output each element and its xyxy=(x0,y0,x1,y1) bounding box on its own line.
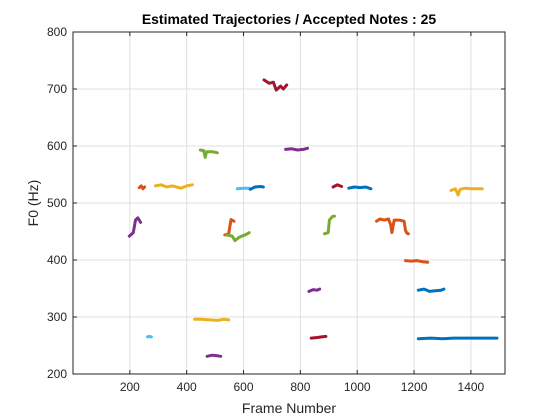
y-tick-label: 600 xyxy=(47,139,67,153)
trajectory-19 xyxy=(375,217,410,236)
y-tick-label: 400 xyxy=(47,253,67,267)
y-axis-label: F0 (Hz) xyxy=(25,180,41,227)
y-tick-label: 300 xyxy=(47,310,67,324)
trajectory-15 xyxy=(309,334,328,340)
chart-title: Estimated Trajectories / Accepted Notes … xyxy=(142,11,437,27)
trajectory-4 xyxy=(153,183,194,190)
y-tick-label: 500 xyxy=(47,196,67,210)
y-tick-label: 200 xyxy=(47,367,67,381)
series-layer xyxy=(127,78,499,358)
trajectory-23 xyxy=(449,186,484,197)
trajectory-17 xyxy=(331,183,344,189)
trajectory-7 xyxy=(198,148,219,159)
trajectory-20 xyxy=(404,259,430,264)
trajectory-13 xyxy=(284,146,309,152)
trajectory-18 xyxy=(347,185,373,191)
trajectory-2 xyxy=(137,184,147,191)
trajectory-21 xyxy=(416,287,446,293)
y-tick-label: 700 xyxy=(47,82,67,96)
tick-labels: 200 400 600 800 1000 1200 1400 200 300 400 500 600 7… xyxy=(47,25,485,394)
x-tick-label: 1400 xyxy=(458,380,485,394)
x-tick-label: 400 xyxy=(177,380,197,394)
trajectory-5 xyxy=(193,317,231,322)
x-tick-label: 200 xyxy=(120,380,140,394)
trajectory-12 xyxy=(262,78,289,92)
x-axis-label: Frame Number xyxy=(242,400,336,416)
trajectory-16 xyxy=(323,214,336,236)
trajectory-9 xyxy=(225,231,251,243)
trajectory-22 xyxy=(416,336,499,341)
trajectory-11 xyxy=(248,185,265,191)
trajectory-3 xyxy=(146,334,153,339)
trajectory-14 xyxy=(307,287,322,293)
ticks xyxy=(73,31,505,375)
x-tick-label: 1000 xyxy=(344,380,371,394)
trajectory-10 xyxy=(235,186,251,191)
trajectory-1 xyxy=(127,216,143,238)
x-tick-label: 1200 xyxy=(401,380,428,394)
x-tick-label: 800 xyxy=(290,380,310,394)
x-tick-label: 600 xyxy=(234,380,254,394)
y-tick-label: 800 xyxy=(47,25,67,39)
trajectory-6 xyxy=(205,353,223,358)
